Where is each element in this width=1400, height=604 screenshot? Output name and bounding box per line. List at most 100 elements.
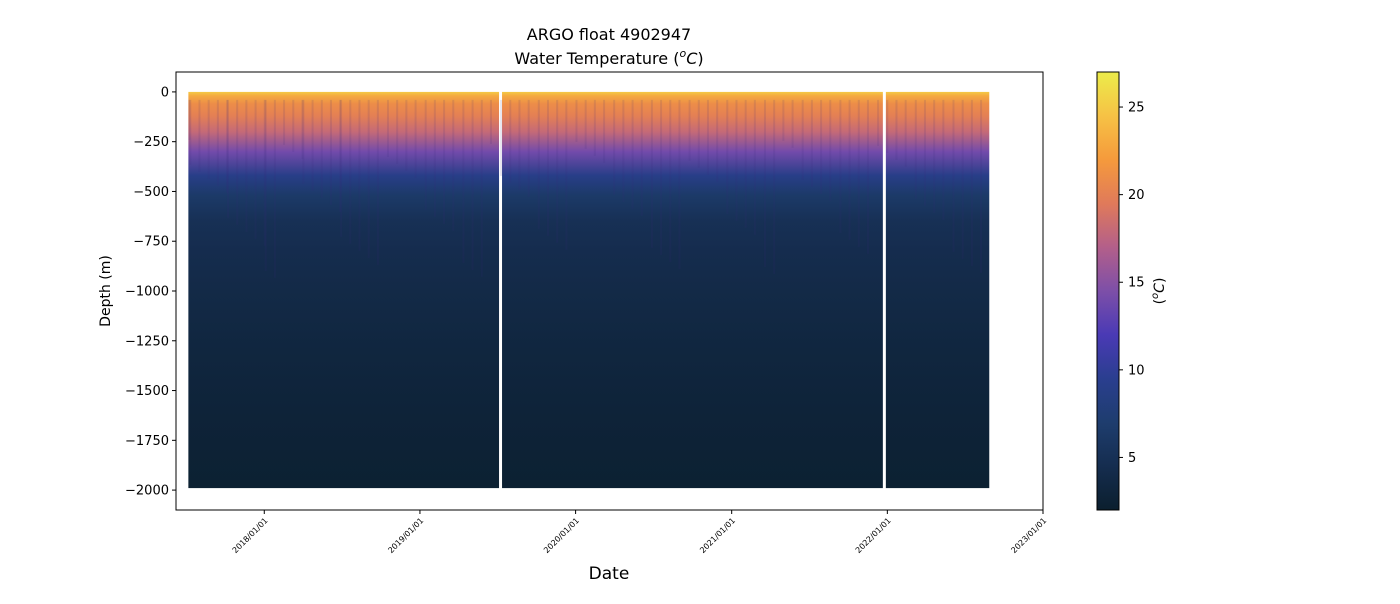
profile-streak <box>537 99 540 229</box>
profile-streak <box>302 99 305 184</box>
colorbar-tick-label: 10 <box>1128 363 1145 378</box>
profile-streak <box>480 99 483 277</box>
profile-streak <box>433 99 436 217</box>
profile-streak <box>961 99 964 259</box>
y-tick-label: −2000 <box>125 484 169 499</box>
profile-streak <box>650 99 653 248</box>
profile-streak <box>546 99 549 236</box>
profile-streak <box>584 99 587 149</box>
profile-streak <box>226 99 229 193</box>
profile-streak <box>603 99 606 163</box>
colorbar-label-superscript: o <box>1150 293 1161 299</box>
profile-streak <box>236 99 239 225</box>
profile-streak <box>706 99 709 175</box>
y-tick-label: −1250 <box>125 334 169 349</box>
profile-streak <box>753 99 756 235</box>
profile-streak <box>358 99 361 251</box>
profile-streak <box>735 99 738 221</box>
colorbar-ticks: 5 10 15 20 25 <box>1119 101 1145 466</box>
x-tick-label: 2019/01/01 <box>386 516 425 555</box>
profile-streak <box>697 99 700 168</box>
x-tick-label: 2020/01/01 <box>542 516 581 555</box>
profile-streak <box>216 99 219 186</box>
y-tick-label: −1000 <box>125 285 169 300</box>
profile-streak <box>339 99 342 212</box>
profile-streak <box>518 99 521 190</box>
profile-streak <box>575 99 578 142</box>
profile-streak <box>189 99 192 165</box>
profile-streak <box>660 99 663 255</box>
colorbar-tick-label: 15 <box>1128 276 1145 291</box>
profile-streak <box>320 99 323 198</box>
x-tick-label: 2023/01/01 <box>1009 516 1048 555</box>
profile-streak <box>923 99 926 206</box>
profile-streak <box>782 99 785 141</box>
profile-streak <box>613 99 616 195</box>
profile-streak <box>801 99 804 180</box>
profile-streak <box>688 99 691 161</box>
profile-streak <box>301 99 304 159</box>
profile-streak <box>631 99 634 209</box>
profile-streak <box>839 99 842 233</box>
profile-streak <box>970 99 973 266</box>
colorbar-label-unit: C <box>1152 283 1168 293</box>
profile-streak <box>226 99 229 218</box>
profile-streak <box>848 99 851 240</box>
colorbar-label: (oC) <box>1150 278 1168 305</box>
y-tick-label: −1750 <box>125 434 169 449</box>
colorbar-tick-label: 25 <box>1128 101 1145 116</box>
profile-streak <box>886 99 889 153</box>
y-tick-label: 0 <box>161 85 169 100</box>
temperature-segment <box>502 91 883 489</box>
profile-streak <box>273 99 276 278</box>
profile-streak <box>311 99 314 191</box>
profile-streak <box>820 99 823 194</box>
profile-streak <box>340 99 343 237</box>
profile-streak <box>810 99 813 187</box>
profile-streak <box>443 99 446 224</box>
temperature-segment <box>188 91 500 489</box>
profile-streak <box>207 99 210 179</box>
profile-streak <box>933 99 936 213</box>
colorbar-tick-label: 20 <box>1128 188 1145 203</box>
profile-streak <box>367 99 370 258</box>
profile-streak <box>254 99 257 239</box>
profile-streak <box>716 99 719 182</box>
profile-streak <box>471 99 474 270</box>
y-tick-label: −1500 <box>125 384 169 399</box>
profile-streak <box>349 99 352 244</box>
colorbar-tick-label: 5 <box>1128 451 1136 466</box>
profile-streak <box>942 99 945 220</box>
y-tick-label: −750 <box>133 235 169 250</box>
profile-streak <box>914 99 917 199</box>
profile-streak <box>264 99 267 271</box>
subtitle-unit: C <box>686 49 698 68</box>
profile-streak <box>980 99 983 273</box>
profile-streak <box>405 99 408 171</box>
temperature-segment <box>885 91 990 489</box>
y-tick-label: −500 <box>133 185 169 200</box>
profile-streak <box>773 99 776 274</box>
y-axis: 0 −250 −500 −750 −1000 −1250 −1500 −1750 −2000 <box>125 85 176 499</box>
x-axis: 2018/01/01 2019/01/01 2020/01/01 2021/01/01… <box>231 510 1048 555</box>
colorbar: 5 10 15 20 25 (oC) <box>1096 71 1168 511</box>
profile-streak <box>462 99 465 263</box>
subtitle-superscript: o <box>679 47 686 60</box>
profile-streak <box>245 99 248 232</box>
profile-streak <box>452 99 455 231</box>
profile-streak <box>857 99 860 247</box>
profile-streak <box>640 99 643 216</box>
x-tick-label: 2022/01/01 <box>854 516 893 555</box>
y-axis-label: Depth (m) <box>98 255 114 327</box>
profile-streak <box>593 99 596 156</box>
profile-streak <box>877 99 880 146</box>
chart-subtitle: Water Temperature (oC) <box>514 47 703 68</box>
profile-streak <box>904 99 907 167</box>
profile-streak <box>791 99 794 148</box>
profile-streak <box>263 99 266 246</box>
colorbar-ramp <box>1096 71 1120 511</box>
x-tick-label: 2018/01/01 <box>231 516 270 555</box>
profile-streak <box>622 99 625 202</box>
